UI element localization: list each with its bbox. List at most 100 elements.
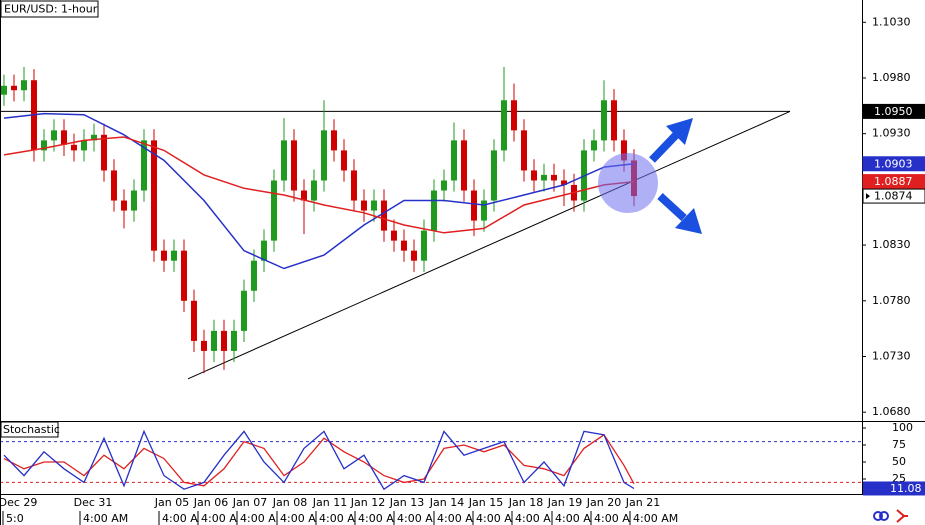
candle-body: [121, 200, 127, 211]
time-label: 4:00 AM: [358, 512, 403, 525]
toolbar-icons[interactable]: [873, 509, 908, 523]
candle-body: [191, 300, 197, 341]
candle-body: [481, 200, 487, 221]
time-label-bg: [159, 511, 209, 525]
stochastic-value-label: 11.08: [890, 482, 922, 495]
candle-body: [551, 174, 557, 181]
candle-body: [351, 170, 357, 201]
candle-body: [541, 174, 547, 181]
candle-body: [441, 180, 447, 191]
stochastic-title-box: [0, 421, 59, 438]
candle-body: [531, 170, 537, 181]
time-label: 4:00 AM: [397, 512, 442, 525]
date-label: Jan 08: [272, 496, 307, 509]
candle-body: [271, 180, 277, 241]
candle-body: [171, 250, 177, 261]
time-label-bg: [80, 511, 130, 525]
candle-body: [381, 200, 387, 231]
link-icon-part[interactable]: [879, 511, 889, 521]
time-label-bg: [237, 511, 287, 525]
candle-body: [281, 140, 287, 181]
y-tick-label: 1.0680: [872, 405, 911, 418]
candle-body: [111, 170, 117, 201]
date-label: Dec 29: [0, 496, 37, 509]
candle-body: [231, 330, 237, 351]
date-label: Jan 12: [350, 496, 385, 509]
candle-body: [621, 140, 627, 161]
candle-body: [401, 240, 407, 251]
price-tag-label: 1.0950: [874, 105, 913, 118]
price-marker: [866, 193, 870, 200]
time-label-bg: [394, 511, 444, 525]
date-label: Jan 05: [154, 496, 189, 509]
candle-body: [471, 190, 477, 221]
time-label: 4:00 AM: [83, 512, 128, 525]
price-tag-label: 1.0887: [874, 175, 913, 188]
price-tag: [862, 188, 925, 204]
candle-body: [291, 140, 297, 191]
date-label: Jan 14: [429, 496, 464, 509]
time-label-bg: [473, 511, 523, 525]
candle-body: [421, 230, 427, 261]
export-icon[interactable]: [896, 509, 908, 523]
time-label: 4:00 AM: [437, 512, 482, 525]
chart-title: EUR/USD: 1-hour: [4, 3, 98, 16]
candle-body: [591, 140, 597, 151]
candle-body: [361, 200, 367, 211]
candle-body: [451, 140, 457, 181]
candle-body: [461, 140, 467, 191]
time-label: 4:00 AM: [240, 512, 285, 525]
candle-body: [11, 85, 17, 91]
candle-body: [521, 130, 527, 171]
candle-body: [1, 85, 7, 95]
stochastic-tick-label: 75: [892, 438, 906, 451]
price-tag-label: 1.0874: [874, 190, 913, 203]
candle-body: [181, 250, 187, 301]
time-label: 4:00 AM: [633, 512, 678, 525]
time-label-bg: [434, 511, 484, 525]
time-label-bg: [277, 511, 327, 525]
title-box: [0, 0, 99, 18]
date-label: Jan 21: [625, 496, 660, 509]
time-label-bg: [355, 511, 405, 525]
time-label: 4:00 AM: [594, 512, 639, 525]
candle-body: [221, 330, 227, 351]
candle-body: [491, 150, 497, 201]
time-label: 4:00 AM: [515, 512, 560, 525]
candle-body: [141, 140, 147, 191]
time-label-bg: [512, 511, 562, 525]
date-label: Jan 18: [508, 496, 543, 509]
candle-body: [371, 200, 377, 211]
price-tag: [862, 156, 925, 172]
link-icon[interactable]: [873, 511, 883, 521]
candle-body: [611, 100, 617, 141]
time-label: 4:00 AM: [201, 512, 246, 525]
y-tick-label: 1.0930: [872, 127, 911, 140]
candle-body: [21, 80, 27, 91]
candle-body: [301, 190, 307, 201]
candle-body: [131, 190, 137, 211]
y-tick-label: 1.0980: [872, 71, 911, 84]
up-arrow-shaft: [649, 132, 679, 163]
highlight-circle: [598, 153, 658, 213]
price-panel: [0, 66, 791, 380]
time-label-bg: [591, 511, 641, 525]
price-tag: [862, 103, 925, 119]
candle-body: [161, 250, 167, 261]
candle-body: [201, 340, 207, 351]
candle-body: [511, 100, 517, 131]
candle-body: [321, 130, 327, 181]
time-label-bg: [198, 511, 248, 525]
down-arrow-shaft: [657, 193, 687, 221]
candle-body: [261, 240, 267, 261]
date-label: Jan 07: [232, 496, 267, 509]
down-arrow-head: [675, 208, 702, 234]
candle-body: [411, 250, 417, 261]
price-tag-label: 1.0903: [874, 157, 913, 170]
candle-body: [211, 330, 217, 351]
y-tick-label: 1.0780: [872, 294, 911, 307]
y-tick-label: 1.0730: [872, 349, 911, 362]
candle-body: [391, 230, 397, 241]
date-label: Dec 31: [74, 496, 113, 509]
